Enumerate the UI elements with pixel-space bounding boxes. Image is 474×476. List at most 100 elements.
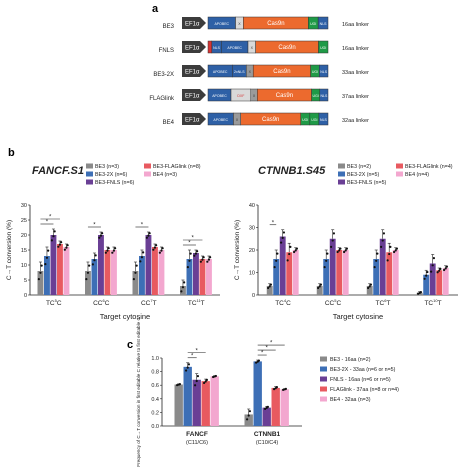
legend-swatch-3: [86, 179, 93, 185]
data-point: [381, 239, 384, 242]
y-tick-label: 15: [21, 248, 27, 254]
construct-part-label: X: [251, 46, 254, 50]
significance-star: *: [196, 348, 199, 354]
legend-entry: BE4 (n=3): [153, 172, 177, 178]
x-tick-sup: 10: [433, 298, 438, 303]
data-point: [186, 366, 189, 369]
panel-a-constructs: a BE3 EF1α APOBEC X Cas9n UGI NLS 16aa linkerFN…: [149, 3, 369, 126]
bar-5: [392, 250, 399, 295]
construct-part-label: APOBEC: [213, 70, 228, 74]
significance-star: *: [266, 346, 269, 352]
data-point: [201, 258, 204, 261]
construct-part-nls: [319, 88, 329, 102]
data-point: [431, 264, 434, 267]
x-tick-tail: C: [105, 300, 110, 307]
legend-entry: BE3-FLAGlink (n=8): [153, 164, 201, 170]
x-tick-label: CC6C: [93, 298, 110, 307]
data-point: [274, 387, 277, 390]
data-point: [317, 286, 320, 290]
data-point: [99, 234, 103, 237]
construct-part-label: NLS: [320, 70, 327, 74]
legend-swatch-5: [396, 171, 403, 177]
linker-label: 32aa linker: [342, 118, 369, 124]
bar-3: [98, 235, 104, 295]
x-tick-label: CC7T: [141, 298, 157, 307]
data-point: [206, 260, 209, 263]
data-point: [44, 263, 47, 266]
x-tick-label: TC10T: [424, 298, 441, 307]
data-point: [388, 252, 391, 256]
y-tick-label: 0.4: [151, 397, 159, 403]
construct-part-label: NLS: [320, 22, 327, 26]
construct-part-label: Cas9n: [276, 93, 293, 99]
y-tick-label: 30: [21, 203, 27, 209]
y-tick-label: 0.2: [151, 410, 159, 416]
x-tick-label: TC4C: [275, 298, 291, 307]
significance-star: *: [191, 353, 194, 359]
x-tick-sup: 5: [55, 298, 58, 303]
legend-swatch-2: [320, 366, 327, 372]
y-axis-label: C→T conversion (%): [234, 220, 241, 280]
significance-star: *: [141, 223, 144, 229]
data-point: [181, 286, 185, 289]
data-point: [275, 259, 278, 262]
legend-entry: BE3 (n=2): [347, 164, 371, 170]
data-point: [289, 245, 292, 248]
x-axis-label: Target cytosine: [333, 312, 383, 321]
x-tick-base: TC: [275, 300, 284, 307]
data-point: [276, 252, 279, 255]
bar-3: [50, 235, 57, 295]
bar-5: [280, 389, 289, 426]
data-point: [203, 381, 206, 385]
x-tick-label: FANCF: [186, 431, 208, 438]
data-point: [158, 251, 161, 254]
y-tick-label: 30: [249, 226, 255, 232]
construct-part-label: APOBEC: [213, 118, 228, 122]
construct-part-label: Cas9n: [267, 21, 284, 27]
data-point: [432, 257, 435, 260]
data-point: [395, 247, 398, 250]
bar-3: [262, 407, 271, 426]
data-point: [255, 361, 258, 364]
construct-part-label: DXF: [237, 94, 244, 98]
data-point: [65, 246, 68, 249]
data-point: [376, 252, 379, 255]
construct-part-label: UGI: [310, 22, 316, 26]
data-point: [142, 251, 145, 254]
construct-part-label: NLS: [320, 118, 327, 122]
bar-2: [253, 361, 262, 426]
data-point: [140, 256, 144, 259]
x-tick-base: TC: [46, 300, 55, 307]
x-tick-sup: 5: [334, 298, 337, 303]
legend-swatch-1: [320, 356, 327, 362]
y-tick-label: 10: [249, 271, 255, 277]
legend-entry: BE3-2X - 33aa (n=6 or n=5): [330, 367, 396, 373]
promoter-arrow: [182, 41, 206, 53]
x-tick-label: CC5C: [325, 298, 342, 307]
data-point: [325, 259, 328, 262]
y-tick-label: 0.0: [151, 424, 159, 430]
data-point: [106, 249, 109, 252]
data-point: [194, 252, 198, 255]
data-point: [40, 264, 43, 267]
bar-5: [111, 250, 117, 295]
data-point: [345, 247, 348, 250]
x-tick-sup: 7: [150, 298, 153, 303]
legend-entry: BE4 - 32aa (n=3): [330, 397, 371, 403]
data-point: [189, 252, 192, 255]
data-point: [293, 250, 296, 254]
data-point: [183, 281, 186, 284]
chart-title: CTNNB1.S45: [258, 165, 326, 177]
legend-entry: BE3-FNLS (n=6): [95, 180, 135, 186]
data-point: [196, 374, 199, 378]
x-tick-label: CTNNB1: [254, 431, 281, 438]
data-point: [213, 375, 216, 378]
data-point: [430, 270, 433, 273]
promoter-arrow: [182, 17, 206, 29]
data-point: [152, 248, 155, 251]
data-point: [193, 254, 196, 257]
construct-part-label: NLS: [213, 46, 220, 50]
legend-swatch-5: [144, 171, 151, 177]
construct-part-label: NLS: [320, 94, 327, 98]
